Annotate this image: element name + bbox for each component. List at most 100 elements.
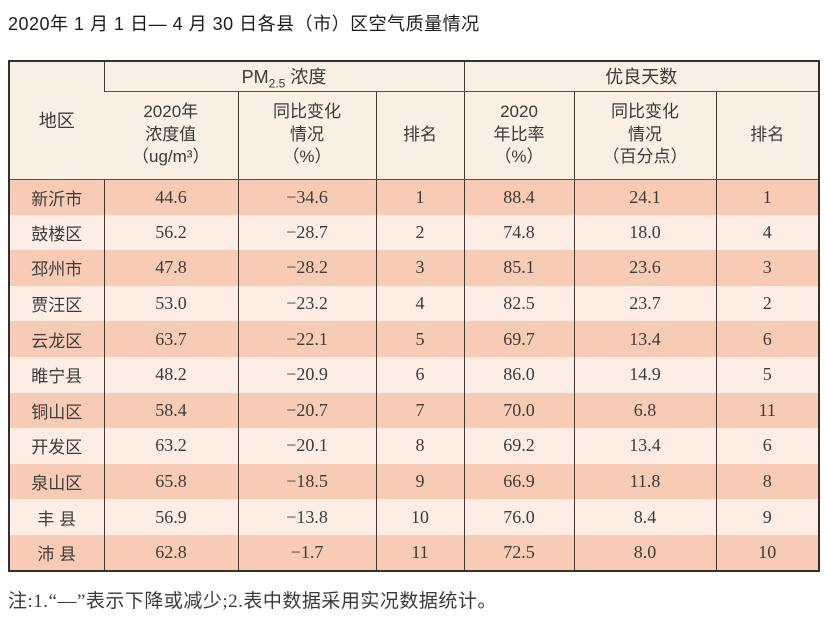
days-ratio-cell: 70.0 — [463, 392, 574, 429]
page-title: 2020年 1 月 1 日— 4 月 30 日各县（市）区空气质量情况 — [8, 14, 480, 34]
pm-rank-cell: 3 — [375, 250, 464, 286]
days-ratio-cell: 72.5 — [463, 534, 574, 571]
pm-value-cell: 48.2 — [103, 356, 238, 393]
table-row: 贾汪区 53.0 −23.2 4 82.5 23.7 2 — [9, 285, 820, 322]
days-ratio-cell: 86.0 — [463, 356, 574, 393]
pm25-label-suffix: 浓度 — [285, 67, 327, 88]
days-change-cell: 14.9 — [573, 356, 716, 393]
pm-value-cell: 47.8 — [103, 250, 238, 286]
pm-rank-cell: 7 — [375, 392, 464, 429]
days-change-cell: 23.7 — [573, 285, 716, 322]
pm-value-cell: 62.8 — [103, 534, 238, 571]
footnote: 注:1.“—”表示下降或减少;2.表中数据采用实况数据统计。 — [8, 591, 497, 612]
col-header-pm-change: 同比变化 情况 （%） — [237, 91, 376, 180]
days-change-cell: 23.6 — [573, 250, 716, 286]
days-rank-cell: 5 — [715, 356, 820, 393]
days-rank-cell: 9 — [715, 499, 820, 535]
region-cell: 开发区 — [9, 428, 104, 464]
pm-rank-cell: 4 — [375, 285, 464, 322]
table-row: 新沂市 44.6 −34.6 1 88.4 24.1 1 — [9, 179, 820, 215]
pm-rank-cell: 1 — [375, 179, 464, 215]
pm-rank-cell: 2 — [375, 214, 464, 251]
pm-change-cell: −1.7 — [237, 534, 376, 571]
days-ratio-cell: 69.7 — [463, 321, 574, 357]
days-rank-cell: 1 — [715, 179, 820, 215]
col-header-days-rank: 排名 — [715, 91, 820, 180]
region-cell: 云龙区 — [9, 321, 104, 357]
table-row: 鼓楼区 56.2 −28.7 2 74.8 18.0 4 — [9, 214, 820, 251]
pm-rank-cell: 9 — [375, 463, 464, 500]
pm-change-cell: −23.2 — [237, 285, 376, 322]
pm-change-cell: −20.7 — [237, 392, 376, 429]
days-rank-cell: 4 — [715, 214, 820, 251]
pm-value-cell: 56.9 — [103, 499, 238, 535]
col-header-days-change: 同比变化 情况 （百分点） — [573, 91, 716, 180]
col-group-pm25: PM2.5 浓度 — [103, 61, 464, 92]
region-cell: 泉山区 — [9, 463, 104, 500]
days-change-cell: 13.4 — [573, 428, 716, 464]
days-ratio-cell: 69.2 — [463, 428, 574, 464]
table-row: 邳州市 47.8 −28.2 3 85.1 23.6 3 — [9, 250, 820, 286]
days-rank-cell: 11 — [715, 392, 820, 429]
col-header-pm-rank: 排名 — [375, 91, 464, 180]
days-change-cell: 11.8 — [573, 463, 716, 500]
pm-rank-cell: 11 — [375, 534, 464, 571]
pm-change-cell: −22.1 — [237, 321, 376, 357]
pm-rank-cell: 8 — [375, 428, 464, 464]
table-row: 沛 县 62.8 −1.7 11 72.5 8.0 10 — [9, 534, 820, 571]
header-sub-row: 2020年 浓度值 （ug/m³） 同比变化 情况 （%） 排名 2020 年比… — [9, 91, 820, 180]
pm-value-cell: 44.6 — [103, 179, 238, 215]
days-ratio-cell: 76.0 — [463, 499, 574, 535]
days-change-cell: 13.4 — [573, 321, 716, 357]
days-ratio-cell: 88.4 — [463, 179, 574, 215]
col-header-pm-value: 2020年 浓度值 （ug/m³） — [104, 91, 238, 180]
days-rank-cell: 3 — [715, 250, 820, 286]
pm-value-cell: 56.2 — [103, 214, 238, 251]
days-rank-cell: 6 — [715, 428, 820, 464]
days-ratio-cell: 66.9 — [463, 463, 574, 500]
pm-change-cell: −20.1 — [237, 428, 376, 464]
pm-change-cell: −28.2 — [237, 250, 376, 286]
days-ratio-cell: 74.8 — [463, 214, 574, 251]
pm-value-cell: 53.0 — [103, 285, 238, 322]
pm25-subscript: 2.5 — [268, 76, 286, 91]
table-row: 丰 县 56.9 −13.8 10 76.0 8.4 9 — [9, 499, 820, 535]
days-change-cell: 8.0 — [573, 534, 716, 571]
col-group-good-days: 优良天数 — [463, 61, 820, 92]
days-ratio-cell: 82.5 — [463, 285, 574, 322]
region-cell: 邳州市 — [9, 250, 104, 286]
region-cell: 新沂市 — [9, 179, 104, 215]
days-rank-cell: 10 — [715, 534, 820, 571]
pm-change-cell: −28.7 — [237, 214, 376, 251]
region-cell: 丰 县 — [9, 499, 104, 535]
region-cell: 鼓楼区 — [9, 214, 104, 251]
days-rank-cell: 2 — [715, 285, 820, 322]
region-cell: 沛 县 — [9, 534, 104, 571]
col-header-region: 地区 — [9, 61, 104, 180]
region-cell: 睢宁县 — [9, 356, 104, 393]
region-cell: 贾汪区 — [9, 285, 104, 322]
pm-change-cell: −34.6 — [237, 179, 376, 215]
pm-value-cell: 63.2 — [103, 428, 238, 464]
col-header-days-ratio: 2020 年比率 （%） — [463, 91, 574, 180]
pm-change-cell: −18.5 — [237, 463, 376, 500]
pm-change-cell: −20.9 — [237, 356, 376, 393]
header-group-row: 地区 PM2.5 浓度 优良天数 — [9, 61, 820, 180]
air-quality-table: 地区 PM2.5 浓度 优良天数 2020年 浓度值 （ug/m³） 同比变化 … — [8, 60, 821, 572]
days-change-cell: 8.4 — [573, 499, 716, 535]
table-row: 睢宁县 48.2 −20.9 6 86.0 14.9 5 — [9, 356, 820, 393]
days-change-cell: 6.8 — [573, 392, 716, 429]
days-rank-cell: 8 — [715, 463, 820, 500]
table-body: 新沂市 44.6 −34.6 1 88.4 24.1 1 鼓楼区 56.2 −2… — [9, 179, 820, 571]
pm-change-cell: −13.8 — [237, 499, 376, 535]
table-row: 铜山区 58.4 −20.7 7 70.0 6.8 11 — [9, 392, 820, 429]
region-cell: 铜山区 — [9, 392, 104, 429]
table-row: 泉山区 65.8 −18.5 9 66.9 11.8 8 — [9, 463, 820, 500]
pm-value-cell: 63.7 — [103, 321, 238, 357]
days-ratio-cell: 85.1 — [463, 250, 574, 286]
pm-rank-cell: 5 — [375, 321, 464, 357]
pm-value-cell: 58.4 — [103, 392, 238, 429]
days-change-cell: 18.0 — [573, 214, 716, 251]
pm-rank-cell: 10 — [375, 499, 464, 535]
